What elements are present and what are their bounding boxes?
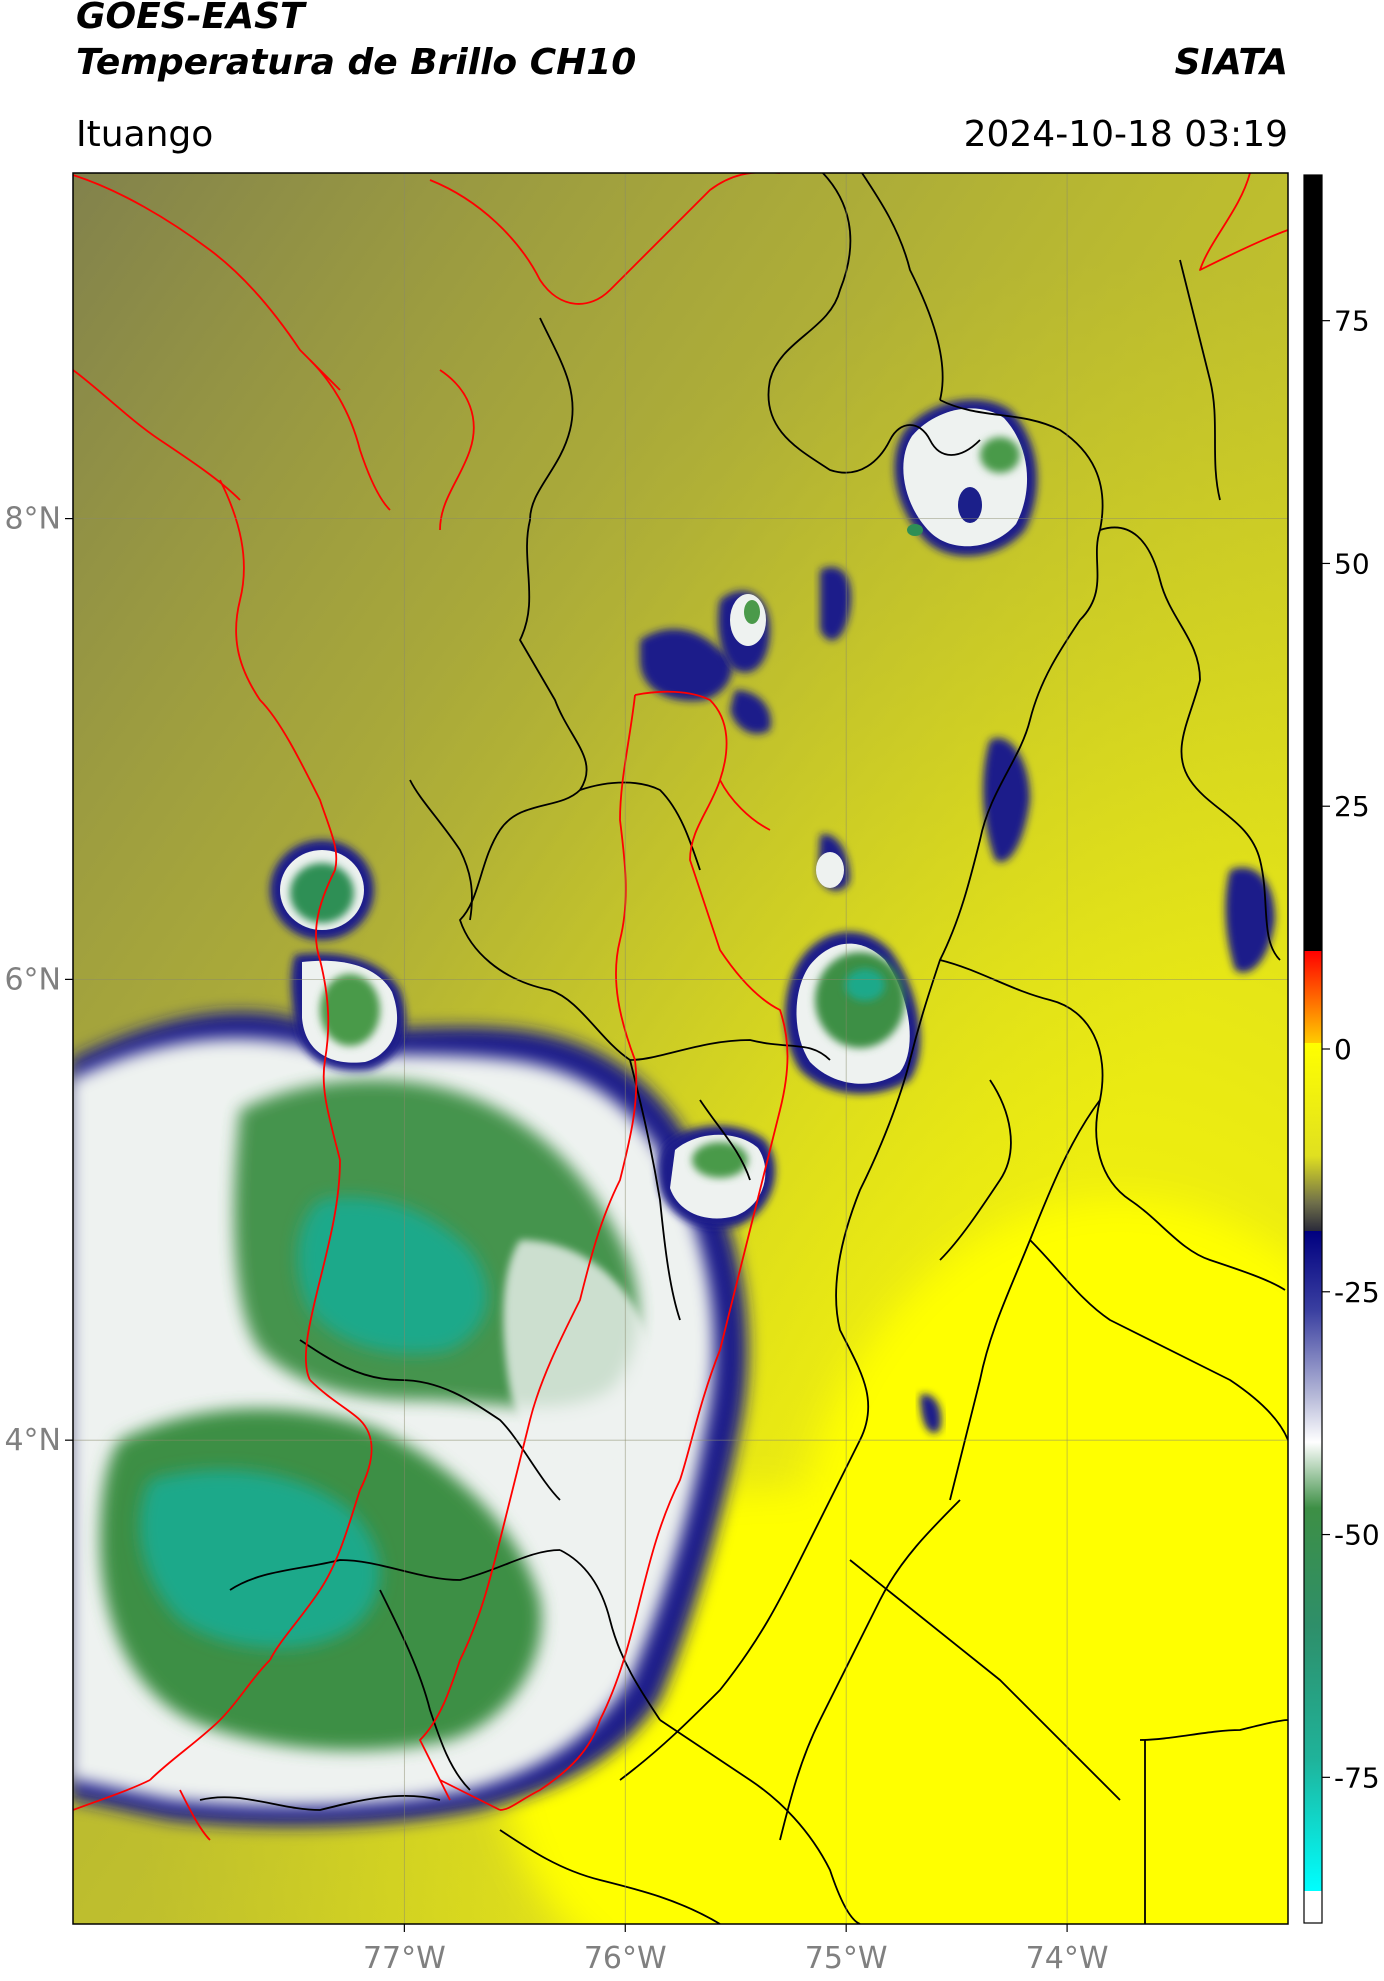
lon-tick-label: 77°W — [363, 1941, 446, 1976]
admin-boundaries — [199, 173, 1288, 1924]
map-frame — [72, 172, 1289, 1925]
colorbar-labels: 75 50 25 0 -25 -50 -75 — [1322, 305, 1380, 1794]
colorbar-tick-label: -25 — [1334, 1276, 1380, 1309]
lon-tick-label: 76°W — [584, 1941, 667, 1976]
lat-tick-label: 8°N — [4, 502, 61, 537]
agency-label: SIATA — [1174, 42, 1288, 83]
lat-tick-label: 6°N — [4, 962, 61, 997]
colorbar-segment-positive — [1304, 951, 1322, 1043]
lon-tick-label: 74°W — [1026, 1941, 1109, 1976]
colorbar-tick-label: 25 — [1334, 790, 1370, 823]
colorbar-tick-label: 50 — [1334, 547, 1370, 580]
storm-cell-west-b — [291, 953, 406, 1071]
colorbar-segment-neutral — [1304, 1043, 1322, 1231]
storm-cell-west-a — [270, 840, 374, 940]
latitude-labels: 8°N 6°N 4°N — [4, 502, 73, 1458]
colorbar-tick-label: 75 — [1334, 305, 1370, 338]
storm-complex-large — [73, 1012, 748, 1827]
datetime-label: 2024-10-18 03:19 — [963, 114, 1288, 155]
colorbar-segment-cold — [1304, 1231, 1322, 1891]
map-image — [73, 173, 1288, 1924]
colorbar-tick-label: -50 — [1334, 1519, 1380, 1552]
colorbar-tick-label: -75 — [1334, 1761, 1380, 1794]
satellite-title: GOES-EAST — [76, 0, 305, 37]
longitude-labels: 77°W 76°W 75°W 74°W — [363, 1924, 1109, 1976]
lon-tick-label: 75°W — [805, 1941, 888, 1976]
gridlines — [73, 173, 1288, 1924]
storm-cell-central — [785, 834, 921, 1094]
storm-cell-south — [657, 1125, 776, 1229]
colorbar-segment-warm — [1304, 175, 1322, 951]
product-title: Temperatura de Brillo CH10 — [76, 42, 637, 83]
storm-cell-northeast — [894, 399, 1037, 557]
place-label: Ituango — [76, 114, 214, 155]
colorbar-segment-min — [1304, 1891, 1322, 1923]
colorbar: 75 50 25 0 -25 -50 -75 — [1303, 174, 1380, 1924]
colorbar-tick-label: 0 — [1334, 1033, 1352, 1066]
lat-tick-label: 4°N — [4, 1423, 61, 1458]
storm-cells-north-central — [640, 566, 1275, 1434]
